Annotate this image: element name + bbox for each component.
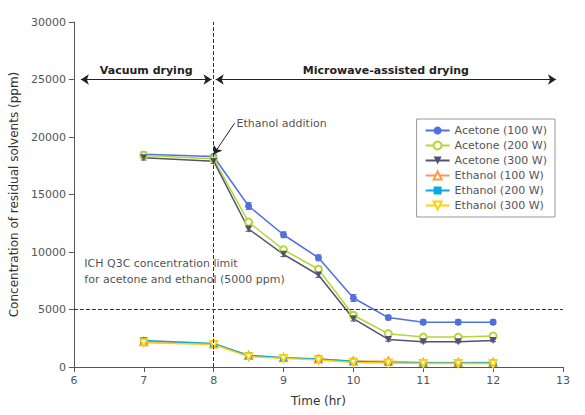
- svg-text:Ethanol (200 W): Ethanol (200 W): [455, 184, 544, 197]
- svg-text:Ethanol addition: Ethanol addition: [237, 117, 327, 130]
- svg-text:5000: 5000: [38, 303, 66, 316]
- svg-text:11: 11: [416, 374, 430, 387]
- svg-text:Time (hr): Time (hr): [290, 394, 346, 408]
- svg-text:15000: 15000: [31, 188, 66, 201]
- svg-text:12: 12: [486, 374, 500, 387]
- svg-text:ICH Q3C concentration limit: ICH Q3C concentration limit: [84, 257, 238, 270]
- svg-text:9: 9: [280, 374, 287, 387]
- svg-text:Concentration of residual solv: Concentration of residual solvents (ppm): [7, 72, 21, 318]
- svg-text:0: 0: [59, 361, 66, 374]
- svg-text:25000: 25000: [31, 73, 66, 86]
- svg-text:10000: 10000: [31, 246, 66, 259]
- svg-text:Ethanol (100 W): Ethanol (100 W): [455, 169, 544, 182]
- svg-text:Acetone (100 W): Acetone (100 W): [455, 124, 547, 137]
- svg-text:8: 8: [210, 374, 217, 387]
- svg-text:Microwave-assisted drying: Microwave-assisted drying: [303, 64, 469, 77]
- svg-text:30000: 30000: [31, 16, 66, 29]
- svg-text:7: 7: [140, 374, 147, 387]
- svg-text:10: 10: [346, 374, 360, 387]
- svg-text:Vacuum drying: Vacuum drying: [100, 64, 193, 77]
- svg-text:20000: 20000: [31, 131, 66, 144]
- svg-text:Ethanol (300 W): Ethanol (300 W): [455, 199, 544, 212]
- svg-text:6: 6: [70, 374, 77, 387]
- svg-text:Acetone (200 W): Acetone (200 W): [455, 139, 547, 152]
- svg-text:for acetone and ethanol (5000: for acetone and ethanol (5000 ppm): [84, 273, 284, 286]
- svg-text:13: 13: [556, 374, 570, 387]
- svg-text:Acetone (300 W): Acetone (300 W): [455, 154, 547, 167]
